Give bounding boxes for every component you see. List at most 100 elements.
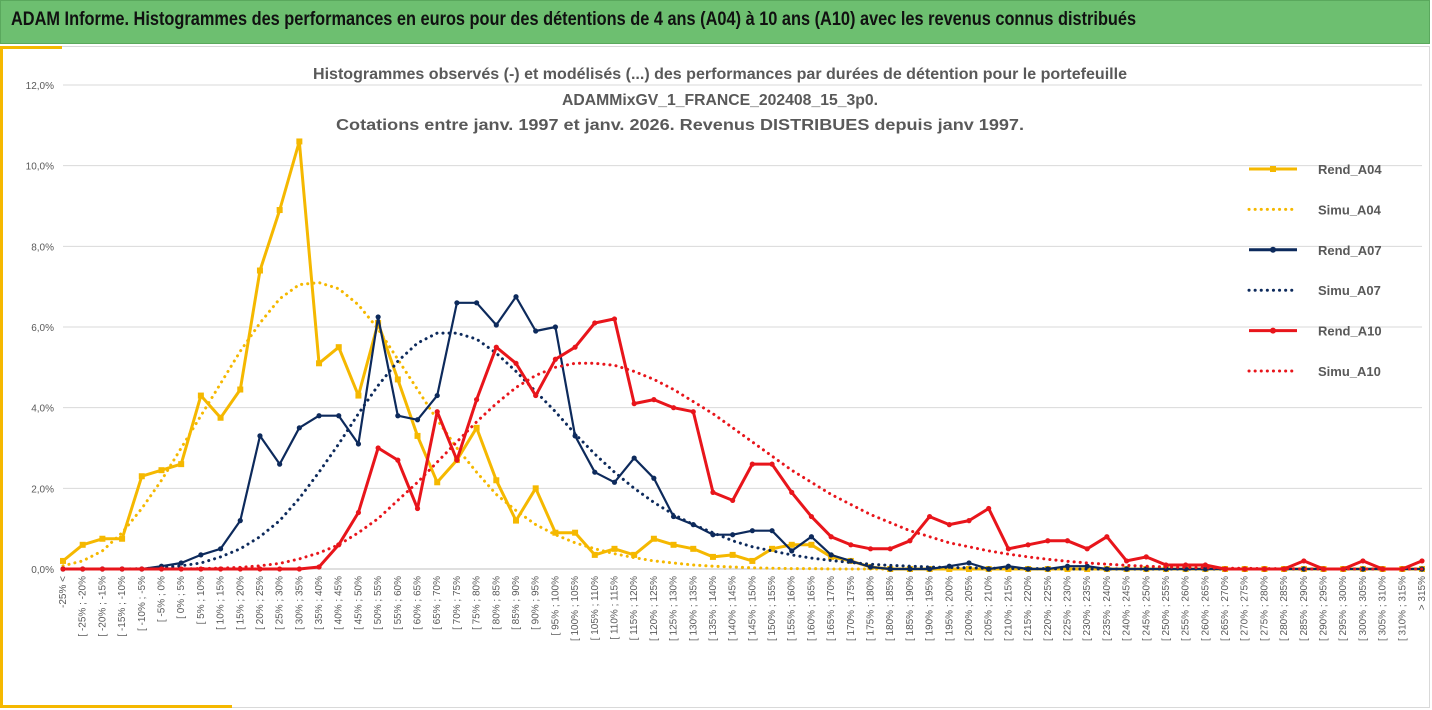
data-point bbox=[296, 566, 302, 572]
x-tick-label: [ 300% ; 305% bbox=[1358, 576, 1369, 641]
data-point bbox=[749, 461, 755, 467]
y-axis: 0,0% 2,0% 4,0% 6,0% 8,0% 10,0% 12,0% bbox=[26, 81, 54, 576]
data-point bbox=[690, 545, 697, 552]
data-point bbox=[513, 294, 519, 300]
x-tick-label: [ -5% ; 0% bbox=[156, 576, 167, 622]
data-point bbox=[670, 541, 677, 548]
gridlines bbox=[63, 84, 1422, 570]
data-point bbox=[158, 467, 165, 474]
data-point bbox=[572, 344, 578, 350]
x-tick-label: [ 310% ; 315% bbox=[1397, 576, 1408, 641]
data-point bbox=[1005, 546, 1011, 552]
data-point bbox=[966, 518, 972, 524]
y-tick-label: 6,0% bbox=[31, 323, 54, 334]
x-tick-label: [ 30% ; 35% bbox=[294, 576, 305, 630]
data-point bbox=[592, 320, 598, 326]
x-tick-label: [ 145% ; 150% bbox=[747, 576, 758, 641]
data-point bbox=[1064, 563, 1071, 569]
data-point bbox=[513, 517, 519, 524]
legend-marker bbox=[1270, 246, 1276, 253]
legend-marker bbox=[1270, 327, 1276, 334]
data-point bbox=[927, 513, 933, 520]
x-tick-label: [ 185% ; 190% bbox=[905, 576, 916, 641]
x-tick-label: [ 160% ; 165% bbox=[806, 576, 817, 641]
data-point bbox=[552, 356, 558, 362]
accent-bar-top bbox=[0, 46, 62, 49]
data-point bbox=[611, 316, 618, 322]
x-tick-label: [ 130% ; 135% bbox=[688, 576, 699, 641]
data-point bbox=[729, 551, 736, 558]
data-point bbox=[789, 489, 795, 495]
x-tick-label: [ 260% ; 265% bbox=[1200, 576, 1211, 641]
data-point bbox=[237, 518, 243, 524]
legend-item: Rend_A07 bbox=[1249, 243, 1382, 258]
series-line bbox=[62, 140, 1422, 571]
data-point bbox=[789, 548, 795, 554]
data-point bbox=[434, 409, 440, 415]
series-line bbox=[63, 317, 1423, 571]
data-point bbox=[513, 360, 519, 366]
x-tick-label: [ 140% ; 145% bbox=[728, 576, 739, 641]
data-point bbox=[1045, 538, 1051, 544]
data-point bbox=[730, 532, 736, 538]
data-point bbox=[1064, 538, 1071, 544]
data-point bbox=[749, 528, 755, 534]
x-tick-label: [ 165% ; 170% bbox=[826, 576, 837, 641]
data-point bbox=[1301, 558, 1307, 564]
data-point bbox=[99, 566, 105, 572]
x-tick-label: [ 95% ; 100% bbox=[550, 576, 561, 636]
chart-title-line-2: ADAMMixGV_1_FRANCE_202408_15_3p0. bbox=[562, 92, 878, 109]
x-tick-label: [ 270% ; 275% bbox=[1240, 576, 1251, 641]
data-point bbox=[650, 535, 657, 542]
x-tick-label: [ 135% ; 140% bbox=[708, 576, 719, 641]
data-point bbox=[966, 560, 972, 566]
data-point bbox=[1084, 546, 1090, 552]
x-tick-label: [ 220% ; 225% bbox=[1043, 576, 1054, 641]
data-point bbox=[1005, 566, 1012, 572]
data-point bbox=[611, 479, 618, 485]
data-point bbox=[474, 300, 480, 306]
data-point bbox=[1104, 566, 1110, 572]
y-tick-label: 2,0% bbox=[31, 484, 54, 495]
data-point bbox=[867, 564, 874, 570]
data-point bbox=[572, 529, 579, 536]
data-point bbox=[1104, 534, 1110, 540]
data-point bbox=[414, 432, 421, 439]
data-point bbox=[138, 473, 145, 480]
data-point bbox=[414, 417, 421, 423]
data-point bbox=[276, 207, 283, 214]
data-point bbox=[709, 553, 716, 560]
data-point bbox=[217, 414, 224, 421]
legend-label: Simu_A04 bbox=[1318, 202, 1382, 217]
data-point bbox=[277, 461, 283, 467]
x-tick-label: [ 0% ; 5% bbox=[176, 576, 187, 619]
x-tick-label: [ 215% ; 220% bbox=[1023, 576, 1034, 641]
data-point bbox=[493, 322, 499, 328]
data-point bbox=[828, 534, 834, 540]
legend-label: Simu_A07 bbox=[1318, 283, 1381, 298]
x-tick-label: [ 70% ; 75% bbox=[452, 576, 463, 630]
x-tick-label: [ 90% ; 95% bbox=[531, 576, 542, 630]
y-tick-label: 10,0% bbox=[26, 162, 54, 173]
data-point bbox=[395, 413, 401, 419]
data-point bbox=[454, 457, 460, 463]
x-tick-label: [ 20% ; 25% bbox=[255, 576, 266, 630]
x-tick-label: [ 15% ; 20% bbox=[235, 576, 246, 630]
legend-item: Rend_A10 bbox=[1249, 324, 1382, 339]
data-point bbox=[60, 557, 66, 564]
data-point bbox=[395, 457, 401, 463]
data-point bbox=[336, 413, 342, 419]
data-point bbox=[1025, 542, 1031, 548]
x-tick-label: [ 50% ; 55% bbox=[373, 576, 384, 630]
series-line bbox=[63, 295, 1422, 571]
data-point bbox=[237, 386, 244, 393]
x-tick-label: [ 40% ; 45% bbox=[334, 576, 345, 630]
data-point bbox=[454, 300, 460, 306]
data-point bbox=[79, 541, 86, 548]
y-tick-label: 0,0% bbox=[31, 565, 54, 576]
x-tick-label: [ 200% ; 205% bbox=[964, 576, 975, 641]
x-tick-label: [ -20% ; -15% bbox=[97, 576, 108, 637]
data-point bbox=[907, 566, 913, 572]
data-point bbox=[808, 513, 815, 520]
data-point bbox=[99, 535, 106, 542]
